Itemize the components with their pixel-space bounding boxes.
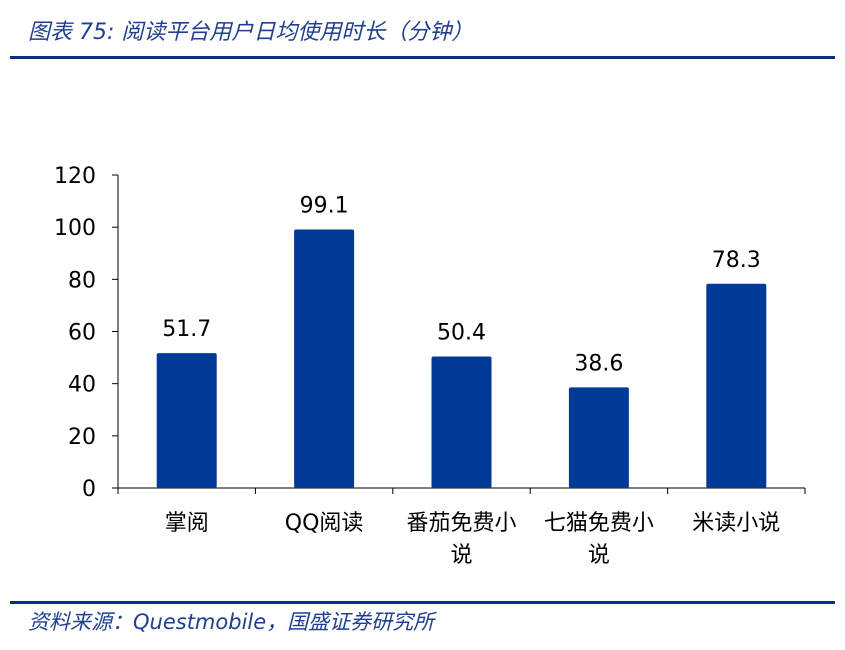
category-label: 说 — [588, 543, 610, 568]
bars — [156, 229, 767, 488]
category-label: 番茄免费小 — [406, 511, 516, 536]
category-label: 掌阅 — [165, 511, 209, 536]
bar — [431, 356, 492, 488]
y-tick-label: 20 — [68, 425, 96, 450]
data-label: 78.3 — [712, 248, 761, 273]
y-axis: 0 20 40 60 80 100 120 — [54, 164, 119, 502]
category-label: 说 — [450, 543, 472, 568]
data-label: 51.7 — [162, 317, 211, 342]
category-label: QQ阅读 — [285, 511, 364, 536]
y-tick-label: 0 — [82, 477, 96, 502]
bar-chart: 0 20 40 60 80 100 120 51.7 99.1 50.4 38.6 78.3 掌阅 Q… — [54, 164, 806, 568]
bar — [706, 283, 767, 488]
data-label: 38.6 — [574, 351, 623, 376]
data-label: 99.1 — [300, 194, 349, 219]
y-tick-label: 60 — [68, 321, 96, 346]
category-label: 米读小说 — [692, 511, 780, 536]
y-tick-label: 120 — [54, 164, 96, 189]
x-axis — [117, 487, 806, 494]
data-label: 50.4 — [437, 321, 486, 346]
category-label: 七猫免费小 — [544, 511, 654, 536]
figure-title: 图表 75: 阅读平台用户日均使用时长（分钟） — [28, 20, 474, 45]
bar — [156, 353, 217, 488]
bar — [294, 229, 355, 488]
y-tick-label: 40 — [68, 373, 96, 398]
bottom-rule — [10, 601, 835, 604]
y-tick-label: 80 — [68, 268, 96, 293]
y-tick-label: 100 — [54, 216, 96, 241]
source-note: 资料来源：Questmobile，国盛证券研究所 — [28, 610, 435, 634]
bar — [568, 387, 629, 488]
data-labels: 51.7 99.1 50.4 38.6 78.3 — [162, 194, 761, 377]
top-rule — [10, 56, 835, 59]
